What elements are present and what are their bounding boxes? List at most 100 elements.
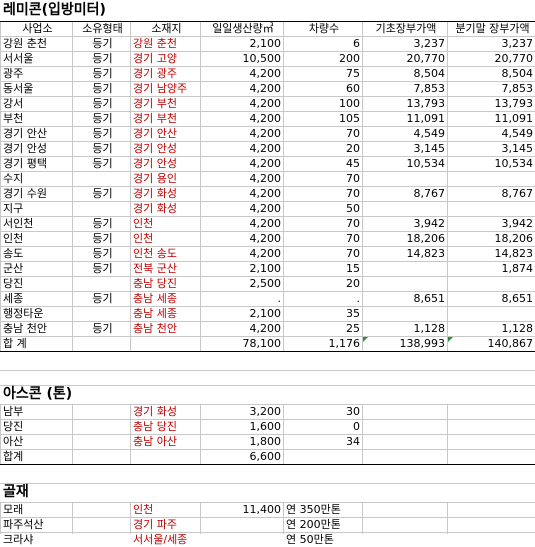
office-cell[interactable]: 세종 bbox=[3, 292, 24, 305]
vehicle-count-cell[interactable]: 45 bbox=[346, 157, 360, 170]
material-cell[interactable]: 모래 bbox=[3, 503, 24, 516]
daily-output-cell[interactable]: 3,200 bbox=[249, 405, 282, 418]
daily-output-cell[interactable]: 2,100 bbox=[249, 37, 282, 50]
closing-book-value-cell[interactable]: 20,770 bbox=[494, 52, 534, 65]
table-row[interactable]: 경기 수원 등기 경기 화성 4,200 70 8,767 8,767 bbox=[0, 186, 535, 201]
location-cell[interactable]: 전북 군산 bbox=[133, 262, 177, 275]
table-row[interactable]: 충남 천안 등기 충남 천안 4,200 25 1,128 1,128 bbox=[0, 321, 535, 336]
closing-book-value-cell[interactable]: 4,549 bbox=[501, 127, 534, 140]
office-cell[interactable]: 인천 bbox=[3, 232, 24, 245]
daily-output-cell[interactable]: 4,200 bbox=[249, 217, 282, 230]
ownership-cell[interactable] bbox=[75, 171, 130, 186]
opening-book-value-cell[interactable]: 3,145 bbox=[413, 142, 446, 155]
table-row[interactable]: 강서 등기 경기 부천 4,200 100 13,793 13,793 bbox=[0, 96, 535, 111]
daily-output-cell[interactable]: 4,200 bbox=[249, 172, 282, 185]
table-row[interactable]: 당진 충남 당진 2,500 20 bbox=[0, 276, 535, 291]
location-cell[interactable]: 서서울/세종 bbox=[133, 533, 188, 546]
opening-book-value-cell[interactable]: 1,128 bbox=[413, 322, 446, 335]
ownership-cell[interactable]: 등기 bbox=[92, 262, 113, 275]
office-cell[interactable]: 강서 bbox=[3, 97, 24, 110]
total-row[interactable]: 합계 6,600 bbox=[0, 449, 535, 464]
office-cell[interactable]: 광주 bbox=[3, 67, 24, 80]
annual-capacity-cell[interactable]: 연 50만톤 bbox=[286, 533, 334, 546]
daily-output-cell[interactable]: 2,500 bbox=[249, 277, 282, 290]
ownership-cell[interactable]: 등기 bbox=[92, 37, 113, 50]
location-cell[interactable]: 경기 안성 bbox=[133, 142, 177, 155]
location-cell[interactable]: 인천 송도 bbox=[133, 247, 177, 260]
closing-book-value-cell[interactable]: 11,091 bbox=[494, 112, 534, 125]
section-title-ascon[interactable]: 아스콘 (톤) bbox=[0, 385, 535, 404]
column-header[interactable]: 소유형태 bbox=[82, 22, 123, 35]
office-cell[interactable]: 송도 bbox=[3, 247, 24, 260]
opening-book-value-cell[interactable] bbox=[362, 171, 445, 186]
location-cell[interactable]: 인천 bbox=[133, 232, 154, 245]
ownership-cell[interactable] bbox=[75, 276, 130, 291]
vehicle-count-cell[interactable]: 34 bbox=[346, 435, 360, 448]
office-cell[interactable]: 남부 bbox=[3, 405, 24, 418]
location-cell[interactable]: 경기 화성 bbox=[133, 187, 177, 200]
location-cell[interactable]: 충남 당진 bbox=[133, 277, 177, 290]
table-row[interactable]: 서서울 등기 경기 고양 10,500 200 20,770 20,770 bbox=[0, 51, 535, 66]
opening-book-value-cell[interactable]: 8,651 bbox=[413, 292, 446, 305]
office-cell[interactable]: 경기 안산 bbox=[3, 127, 47, 140]
office-cell[interactable]: 아산 bbox=[3, 435, 24, 448]
office-cell[interactable]: 충남 천안 bbox=[3, 322, 47, 335]
vehicle-count-cell[interactable]: 30 bbox=[346, 405, 360, 418]
daily-output-cell[interactable]: 4,200 bbox=[249, 142, 282, 155]
opening-book-value-cell[interactable]: 7,853 bbox=[413, 82, 446, 95]
daily-output-cell[interactable]: 4,200 bbox=[249, 82, 282, 95]
location-cell[interactable]: 경기 안산 bbox=[133, 127, 177, 140]
location-cell[interactable]: 경기 파주 bbox=[133, 518, 177, 531]
vehicle-count-cell[interactable]: 70 bbox=[346, 127, 360, 140]
closing-book-value-cell[interactable]: 8,504 bbox=[501, 67, 534, 80]
location-cell[interactable]: 충남 세종 bbox=[133, 307, 177, 320]
daily-output-cell[interactable]: 1,600 bbox=[249, 420, 282, 433]
table-row[interactable]: 강원 춘천 등기 강원 춘천 2,100 6 3,237 3,237 bbox=[0, 36, 535, 51]
vehicle-count-cell[interactable]: 105 bbox=[339, 112, 360, 125]
total-opening-book-value[interactable]: 138,993 bbox=[399, 337, 446, 350]
ownership-cell[interactable]: 등기 bbox=[92, 157, 113, 170]
column-header[interactable]: 사업소 bbox=[22, 22, 53, 35]
opening-book-value-cell[interactable]: 13,793 bbox=[406, 97, 446, 110]
ownership-cell[interactable]: 등기 bbox=[92, 67, 113, 80]
total-label[interactable]: 합 계 bbox=[3, 337, 27, 350]
table-row[interactable]: 수지 경기 용인 4,200 70 bbox=[0, 171, 535, 186]
ownership-cell[interactable] bbox=[75, 201, 130, 216]
column-header[interactable]: 분기말 장부가액 bbox=[455, 22, 530, 35]
vehicle-count-cell[interactable]: 25 bbox=[346, 322, 360, 335]
location-cell[interactable]: 충남 천안 bbox=[133, 322, 177, 335]
ownership-cell[interactable]: 등기 bbox=[92, 112, 113, 125]
ownership-cell[interactable]: 등기 bbox=[92, 292, 113, 305]
daily-output-cell[interactable]: 2,100 bbox=[249, 262, 282, 275]
section-title[interactable]: 레미콘(입방미터) bbox=[3, 2, 106, 18]
office-cell[interactable]: 부천 bbox=[3, 112, 24, 125]
daily-output-cell[interactable]: 4,200 bbox=[249, 67, 282, 80]
office-cell[interactable]: 경기 수원 bbox=[3, 187, 47, 200]
closing-book-value-cell[interactable]: 3,145 bbox=[501, 142, 534, 155]
annual-capacity-cell[interactable]: 연 350만톤 bbox=[286, 503, 341, 516]
vehicle-count-cell[interactable]: 200 bbox=[339, 52, 360, 65]
ownership-cell[interactable]: 등기 bbox=[92, 142, 113, 155]
closing-book-value-cell[interactable] bbox=[447, 276, 533, 291]
closing-book-value-cell[interactable]: 3,942 bbox=[501, 217, 534, 230]
table-row[interactable]: 남부 경기 화성 3,200 30 bbox=[0, 404, 535, 419]
total-label[interactable]: 합계 bbox=[3, 450, 24, 463]
opening-book-value-cell[interactable]: 8,767 bbox=[413, 187, 446, 200]
vehicle-count-cell[interactable]: 70 bbox=[346, 247, 360, 260]
table-row[interactable]: 경기 평택 등기 경기 안성 4,200 45 10,534 10,534 bbox=[0, 156, 535, 171]
location-cell[interactable]: 경기 고양 bbox=[133, 52, 177, 65]
daily-output-cell[interactable]: 4,200 bbox=[249, 322, 282, 335]
column-header[interactable]: 차량수 bbox=[308, 22, 340, 35]
section-title[interactable]: 아스콘 (톤) bbox=[3, 386, 73, 402]
opening-book-value-cell[interactable]: 14,823 bbox=[406, 247, 446, 260]
vehicle-count-cell[interactable]: 20 bbox=[346, 277, 360, 290]
opening-book-value-cell[interactable]: 10,534 bbox=[406, 157, 446, 170]
table-row[interactable]: 군산 등기 전북 군산 2,100 15 1,874 bbox=[0, 261, 535, 276]
vehicle-count-cell[interactable]: 70 bbox=[346, 187, 360, 200]
office-cell[interactable]: 강원 춘천 bbox=[3, 37, 47, 50]
vehicle-count-cell[interactable]: 100 bbox=[339, 97, 360, 110]
table-row[interactable]: 당진 충남 당진 1,600 0 bbox=[0, 419, 535, 434]
daily-output-cell[interactable]: 10,500 bbox=[242, 52, 282, 65]
closing-book-value-cell[interactable]: 8,651 bbox=[501, 292, 534, 305]
column-header[interactable]: 기초장부가액 bbox=[375, 22, 437, 35]
